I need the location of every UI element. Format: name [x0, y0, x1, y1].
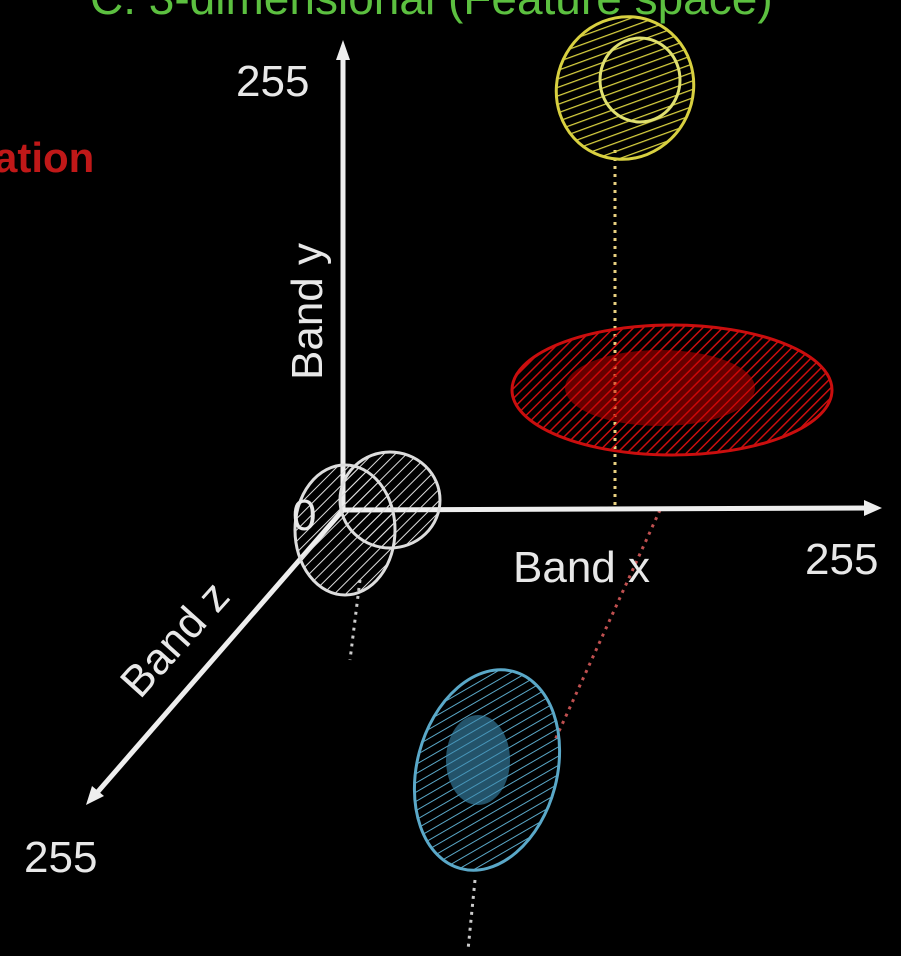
red-cluster [510, 323, 834, 457]
white-cluster [293, 450, 442, 597]
side-text: ation [0, 134, 94, 181]
y-axis-label: Band y [283, 243, 332, 380]
title: C. 3-dimensional (Feature space) [90, 0, 773, 24]
x-axis-max: 255 [805, 535, 878, 584]
yellow-cluster [554, 15, 696, 161]
z-axis-max: 255 [24, 833, 97, 882]
blue-cluster [412, 668, 562, 872]
origin-label: 0 [292, 491, 316, 540]
x-axis-label: Band x [513, 543, 650, 592]
projections [348, 150, 662, 951]
y-axis-max: 255 [236, 57, 309, 106]
